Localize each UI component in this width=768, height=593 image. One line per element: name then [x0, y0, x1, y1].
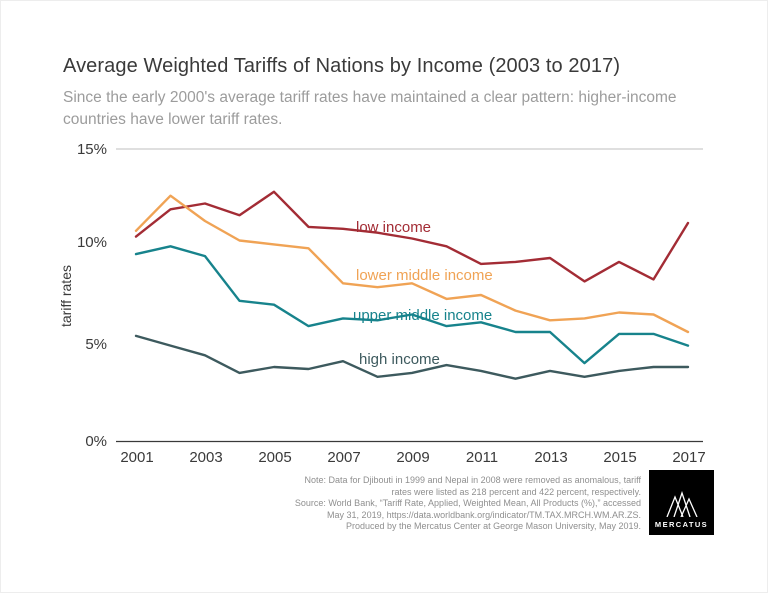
chart-title: Average Weighted Tariffs of Nations by I…: [63, 55, 621, 77]
y-tick-label-0: 0%: [85, 433, 107, 450]
x-tick-label-2017: 2017: [672, 449, 706, 466]
y-axis-label: tariff rates: [58, 265, 74, 327]
x-tick-label-2009: 2009: [396, 449, 430, 466]
chart-subtitle: Since the early 2000's average tariff ra…: [63, 89, 677, 128]
x-tick-label-2007: 2007: [327, 449, 361, 466]
note-line: rates were listed as 218 percent and 422…: [391, 486, 641, 497]
logo-wordmark: MERCATUS: [654, 520, 709, 529]
x-tick-label-2015: 2015: [603, 449, 637, 466]
note-line: Source: World Bank, “Tariff Rate, Applie…: [294, 498, 641, 508]
mercatus-logo: MERCATUS: [649, 470, 714, 535]
y-tick-label-5: 5%: [85, 336, 107, 353]
x-tick-label-2005: 2005: [258, 449, 292, 466]
series-label-upper-middle-income: upper middle income: [353, 307, 493, 324]
y-tick-label-15: 15%: [76, 141, 107, 158]
x-tick-label-2013: 2013: [534, 449, 568, 466]
y-tick-label-10: 10%: [76, 234, 107, 251]
source-note: Note: Data for Djibouti in 1999 and Nepa…: [241, 475, 641, 533]
note-line: Produced by the Mercatus Center at Georg…: [346, 521, 641, 531]
series-label-lower-middle-income: lower middle income: [356, 267, 493, 284]
note-line: May 31, 2019, https://data.worldbank.org…: [327, 509, 641, 520]
series-label-low-income: low income: [356, 219, 432, 236]
mountain-peaks-icon: [665, 491, 698, 517]
tariff-line-chart: [116, 148, 703, 443]
series-label-high-income: high income: [359, 351, 440, 368]
note-line: Note: Data for Djibouti in 1999 and Nepa…: [304, 475, 641, 485]
x-tick-label-2001: 2001: [120, 449, 154, 466]
x-tick-label-2011: 2011: [465, 449, 499, 466]
x-tick-label-2003: 2003: [189, 449, 223, 466]
